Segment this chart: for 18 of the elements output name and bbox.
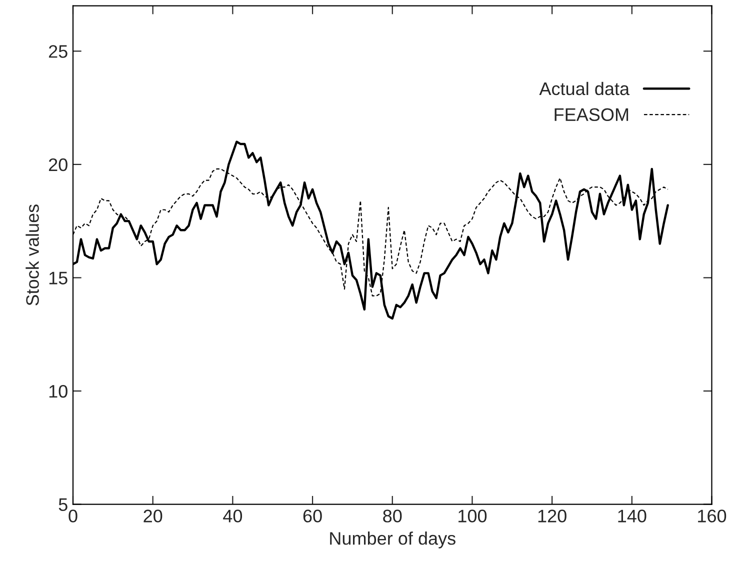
x-tick-label: 60	[303, 510, 322, 522]
x-tick-label: 160	[698, 510, 726, 522]
y-tick-label: 5	[58, 498, 68, 512]
x-axis-title: Number of days	[330, 532, 456, 548]
x-tick-label: 100	[458, 510, 487, 522]
x-tick-label: 140	[618, 510, 646, 522]
legend-label: Actual data	[539, 82, 630, 96]
legend-label: FEASOM	[554, 108, 628, 122]
x-tick-label: 120	[538, 510, 566, 522]
x-tick-label: 0	[68, 510, 78, 522]
y-tick-label: 10	[49, 384, 68, 398]
y-tick-label: 15	[49, 272, 68, 284]
x-tick-label: 20	[144, 510, 162, 522]
x-tick-label: 80	[383, 510, 402, 522]
x-tick-label: 40	[223, 510, 242, 522]
y-axis-title: Stock values	[26, 204, 39, 306]
y-tick-label: 25	[48, 45, 68, 58]
y-tick-label: 20	[48, 158, 68, 172]
